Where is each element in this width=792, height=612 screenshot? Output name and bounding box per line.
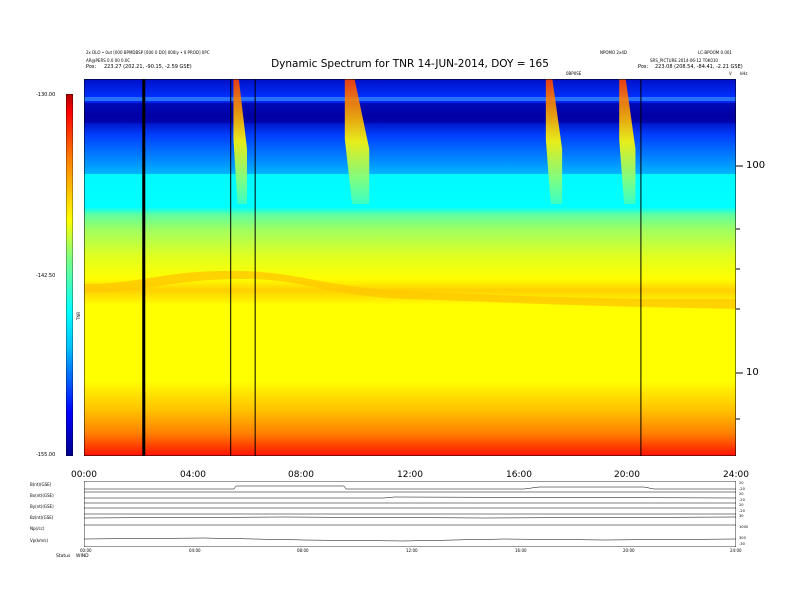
x-tick-0: 00:00 (71, 470, 97, 480)
panel-right-tick-0: 20 (739, 481, 744, 485)
panel-right-tick-1: -20 (739, 487, 745, 491)
colorbar-tick-mid: -142.50 (36, 273, 56, 279)
radio-burst-3 (619, 79, 636, 204)
y-tick-10: 10 (746, 367, 759, 378)
colorbar-tick-top: -130.00 (36, 92, 56, 98)
panel-right-tick-7: 1000 (739, 525, 749, 529)
parameter-panels (84, 481, 736, 547)
panel-right-tick-5: -20 (739, 509, 745, 513)
panel-right-tick-2: 20 (739, 492, 744, 496)
panel-x-tick-0: 00:00 (80, 548, 92, 553)
chart-title: Dynamic Spectrum for TNR 14-JUN-2014, DO… (271, 58, 549, 70)
panel-x-tick-2: 08:00 (297, 548, 309, 553)
colorbar (66, 94, 73, 456)
panel-right-tick-9: -30 (739, 542, 745, 546)
marker-label: 0BP0SE (566, 71, 582, 76)
x-tick-6: 24:00 (723, 470, 749, 480)
x-tick-4: 16:00 (506, 470, 532, 480)
x-tick-5: 20:00 (614, 470, 640, 480)
panel-right-tick-3: -20 (739, 498, 745, 502)
colorbar-tick-bottom: -155.00 (36, 452, 56, 458)
panel-x-tick-4: 16:00 (515, 548, 527, 553)
x-tick-3: 12:00 (397, 470, 423, 480)
x-tick-2: 08:00 (288, 470, 314, 480)
panel-x-tick-6: 24:00 (730, 548, 742, 553)
header-right-line2: SRS_PICTURE 2014-06-12 T0K010 (650, 58, 718, 63)
x-tick-1: 04:00 (180, 470, 206, 480)
header-left-coords: 223.27 (202.21, -90.15, -2.59 GSE) (104, 64, 192, 70)
panel-label-vp: Vp(km/s) (30, 538, 49, 543)
radio-burst-2 (545, 79, 563, 204)
panel-label-by: By(nt)(GSE) (30, 504, 54, 509)
status-label: Status (56, 554, 71, 559)
colorbar-label: TNR (76, 311, 81, 320)
panel-x-tick-5: 20:00 (623, 548, 635, 553)
radio-burst-0 (233, 79, 247, 204)
header-right-line1: LC-BPOOM 0.001 (698, 50, 732, 55)
y-tick-100: 100 (746, 160, 766, 171)
panel-label-np: Np(/cc) (30, 526, 45, 531)
panel-right-tick-8: 300 (739, 536, 746, 540)
panel-label-bz: Bz(nt)(GSE) (30, 515, 54, 520)
header-left-pos-label: Pos: (86, 64, 97, 70)
header-left-line1: 2x DLO • 0ut [000 BPMDBSP [000 0 DO] 000… (86, 50, 210, 55)
panel-right-tick-4: 20 (739, 503, 744, 507)
panel-label-b: B(nt)(GSE) (30, 482, 52, 487)
status-value: WIND (76, 554, 89, 559)
header-center-small: NPOMO 2x4D (600, 50, 627, 55)
header-right-coords: 223.08 (208.54, -84.41, -2.21 GSE) (655, 64, 743, 70)
panel-x-tick-1: 04:00 (189, 548, 201, 553)
top-right-a: V (729, 71, 732, 76)
radio-burst-1 (344, 79, 370, 204)
y-axis-ticks (736, 165, 743, 420)
top-right-b: kHz (740, 71, 748, 76)
spectrogram (84, 79, 736, 456)
header-left-line2: AR@PERS 0.0 00 0.0C (86, 58, 131, 63)
header-right-pos-label: Pos: (638, 64, 649, 70)
panel-right-tick-6: 30 (739, 514, 744, 518)
panel-label-bx: Bx(nt)(GSE) (30, 493, 54, 498)
panel-x-tick-3: 12:00 (406, 548, 418, 553)
